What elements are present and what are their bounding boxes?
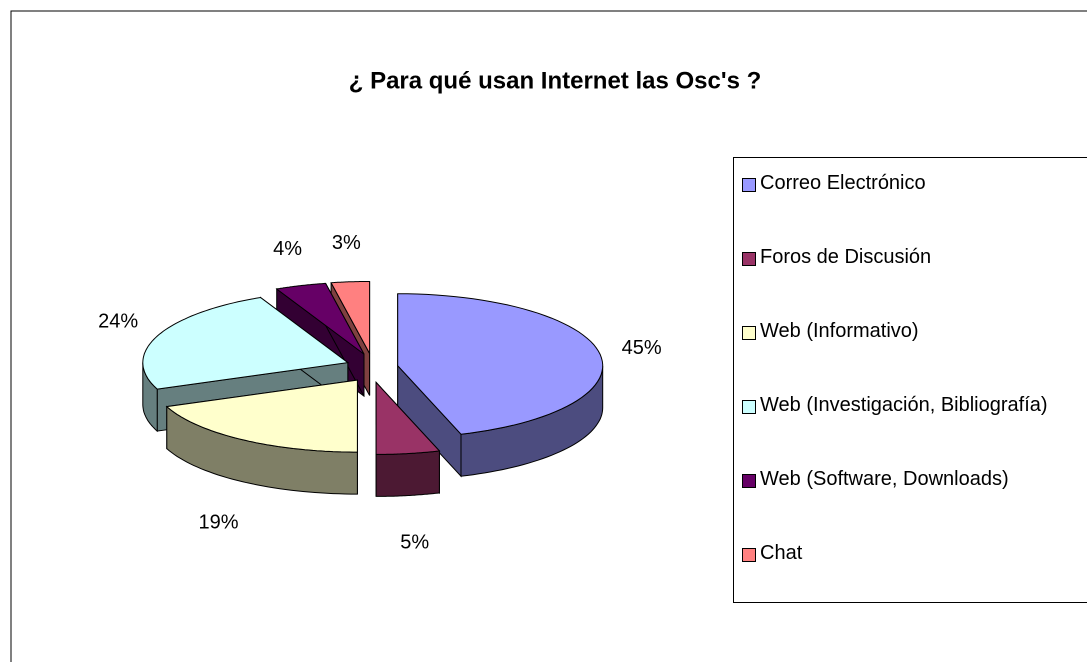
pie-slice [397, 293, 604, 435]
pie-slice [165, 379, 358, 453]
legend: Correo Electrónico Foros de Discusión Web … [733, 157, 1087, 603]
data-label: 24% [98, 310, 138, 332]
data-label: 3% [332, 232, 361, 254]
legend-label: Foros de Discusión [760, 246, 932, 268]
slice-side [375, 450, 440, 497]
legend-label: Chat [760, 542, 803, 564]
legend-label: Web (Informativo) [760, 320, 919, 342]
pie-slice [330, 281, 371, 354]
legend-item: Web (Investigación, Bibliografía) [742, 390, 1072, 420]
pie-slice [142, 296, 350, 390]
legend-item: Web (Software, Downloads) [742, 464, 1072, 494]
legend-swatch [742, 400, 756, 414]
data-label: 5% [400, 531, 429, 553]
legend-swatch [742, 178, 756, 192]
legend-swatch [742, 252, 756, 266]
legend-label: Web (Investigación, Bibliografía) [760, 394, 1048, 416]
legend-item: Foros de Discusión [742, 242, 1072, 272]
legend-swatch [742, 474, 756, 488]
legend-label: Web (Software, Downloads) [760, 468, 1009, 490]
legend-item: Web (Informativo) [742, 316, 1072, 346]
legend-label: Correo Electrónico [760, 172, 926, 194]
chart-frame [10, 10, 1087, 662]
data-label: 45% [622, 337, 662, 359]
legend-swatch [742, 548, 756, 562]
legend-swatch [742, 326, 756, 340]
chart-title: ¿ Para qué usan Internet las Osc's ? [349, 67, 762, 94]
pie-slice [375, 381, 441, 455]
data-label: 19% [199, 511, 239, 533]
pie-slice [275, 282, 365, 355]
legend-item: Correo Electrónico [742, 168, 1072, 198]
legend-item: Chat [742, 538, 1072, 568]
data-label: 4% [273, 238, 302, 260]
